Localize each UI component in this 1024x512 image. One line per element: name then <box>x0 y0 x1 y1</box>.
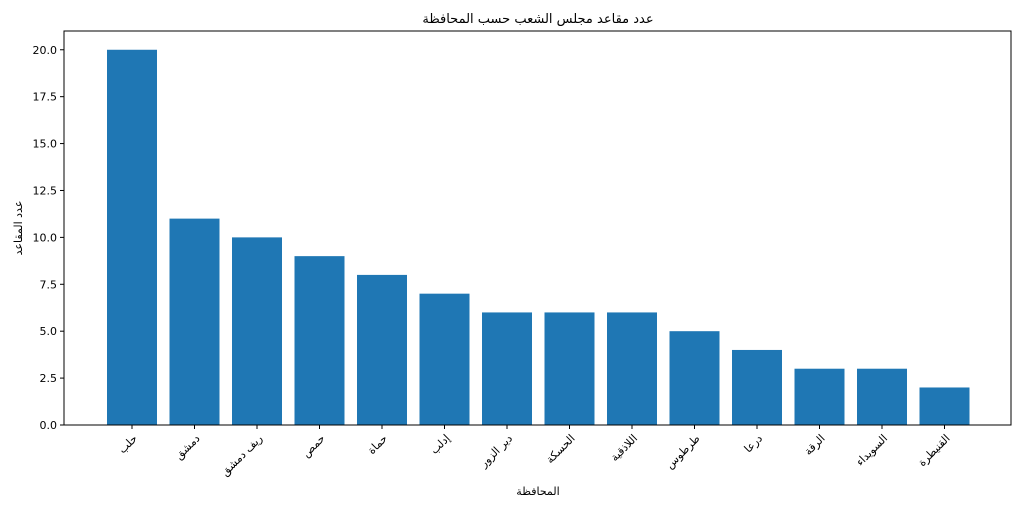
y-tick-label: 5.0 <box>40 325 58 338</box>
x-tick-label: حماة <box>365 432 390 457</box>
x-tick-label: ريف دمشق <box>218 432 265 479</box>
bar <box>544 312 595 425</box>
x-axis-label: المحافظة <box>516 485 559 498</box>
y-axis-label: عدد المقاعد <box>12 201 25 256</box>
x-tick-label: القنيطرة <box>916 432 953 469</box>
y-tick-label: 10.0 <box>33 231 58 244</box>
bar <box>482 312 532 425</box>
y-tick-label: 7.5 <box>40 278 58 291</box>
x-tick-label: السويداء <box>853 432 890 469</box>
bar <box>607 312 657 425</box>
bar <box>669 331 720 425</box>
y-tick-label: 15.0 <box>33 138 58 151</box>
y-axis: 0.0 2.5 5.0 7.5 10.0 12.5 15.0 17.5 20.0 <box>33 44 64 432</box>
x-tick-label: حلب <box>116 432 140 456</box>
y-tick-label: 0.0 <box>40 419 58 432</box>
plot-area <box>107 49 970 425</box>
x-tick-label: إدلب <box>428 432 453 457</box>
x-axis: حلب دمشق ريف دمشق حمص حماة إدلب دير الزور الحسك… <box>116 425 953 479</box>
x-tick-label: دمشق <box>172 432 203 463</box>
x-tick-label: الحسكة <box>543 432 577 466</box>
bar <box>419 293 470 425</box>
x-tick-label: اللاذقية <box>608 432 640 464</box>
x-tick-label: درعا <box>742 432 765 455</box>
bar <box>169 218 220 425</box>
plot-frame <box>63 30 1012 426</box>
x-tick-label: الرقة <box>802 432 828 458</box>
bar <box>857 368 907 425</box>
y-tick-label: 20.0 <box>33 44 58 57</box>
y-tick-label: 12.5 <box>33 184 58 197</box>
y-tick-label: 17.5 <box>33 91 58 104</box>
bar <box>794 368 845 425</box>
x-tick-label: دير الزور <box>476 432 515 471</box>
bar <box>357 274 407 425</box>
bar <box>294 256 345 425</box>
x-tick-label: طرطوس <box>663 432 703 472</box>
bar <box>232 237 282 425</box>
y-tick-label: 2.5 <box>40 372 58 385</box>
bar <box>919 387 970 425</box>
x-tick-label: حمص <box>300 432 328 460</box>
bar <box>732 349 782 425</box>
chart-title: عدد مقاعد مجلس الشعب حسب المحافظة <box>422 12 653 27</box>
bar <box>107 49 157 425</box>
